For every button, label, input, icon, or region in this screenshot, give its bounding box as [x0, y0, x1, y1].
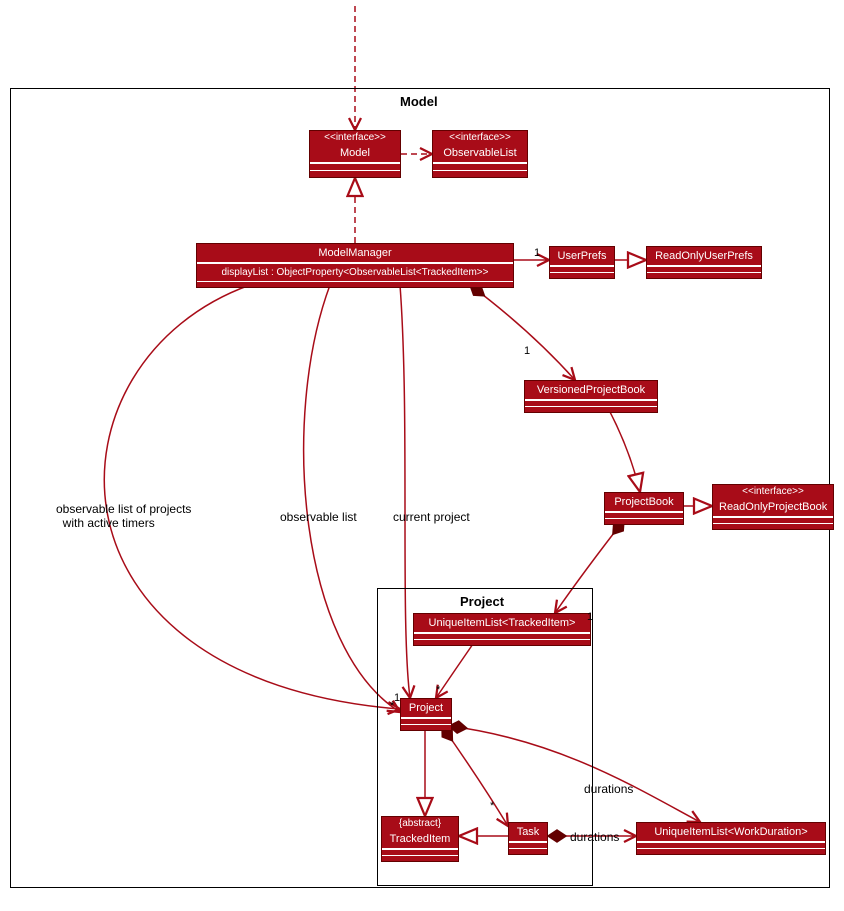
node-userprefs: UserPrefs: [549, 246, 615, 279]
node-task: Task: [508, 822, 548, 855]
mult-star3: *: [490, 800, 494, 812]
node-readonlyprojectbook: <<interface>> ReadOnlyProjectBook: [712, 484, 834, 530]
label-durations-2: durations: [570, 830, 619, 844]
label-observable-list: observable list: [280, 510, 357, 524]
mult-1c: 1: [587, 611, 593, 623]
node-trackeditem: {abstract} TrackedItem: [381, 816, 459, 862]
mult-1b: 1: [524, 345, 530, 357]
node-versionedprojectbook: VersionedProjectBook: [524, 380, 658, 413]
node-uniqueitemlist-workduration: UniqueItemList<WorkDuration>: [636, 822, 826, 855]
mult-star2: *: [390, 700, 394, 712]
label-durations-1: durations: [584, 782, 633, 796]
label-observable-list-projects: observable list of projects with active …: [56, 502, 191, 530]
package-project-title: Project: [460, 594, 504, 609]
node-projectbook: ProjectBook: [604, 492, 684, 525]
mult-1a: 1: [534, 247, 540, 259]
node-model-interface: <<interface>> Model: [309, 130, 401, 178]
mult-1d: 1: [394, 692, 400, 704]
node-readonlyuserprefs: ReadOnlyUserPrefs: [646, 246, 762, 279]
mult-star1: *: [436, 684, 440, 696]
node-project: Project: [400, 698, 452, 731]
package-model-title: Model: [400, 94, 438, 109]
node-uniqueitemlist-trackeditem: UniqueItemList<TrackedItem>: [413, 613, 591, 646]
node-observablelist: <<interface>> ObservableList: [432, 130, 528, 178]
label-current-project: current project: [393, 510, 470, 524]
node-modelmanager: ModelManager displayList : ObjectPropert…: [196, 243, 514, 288]
